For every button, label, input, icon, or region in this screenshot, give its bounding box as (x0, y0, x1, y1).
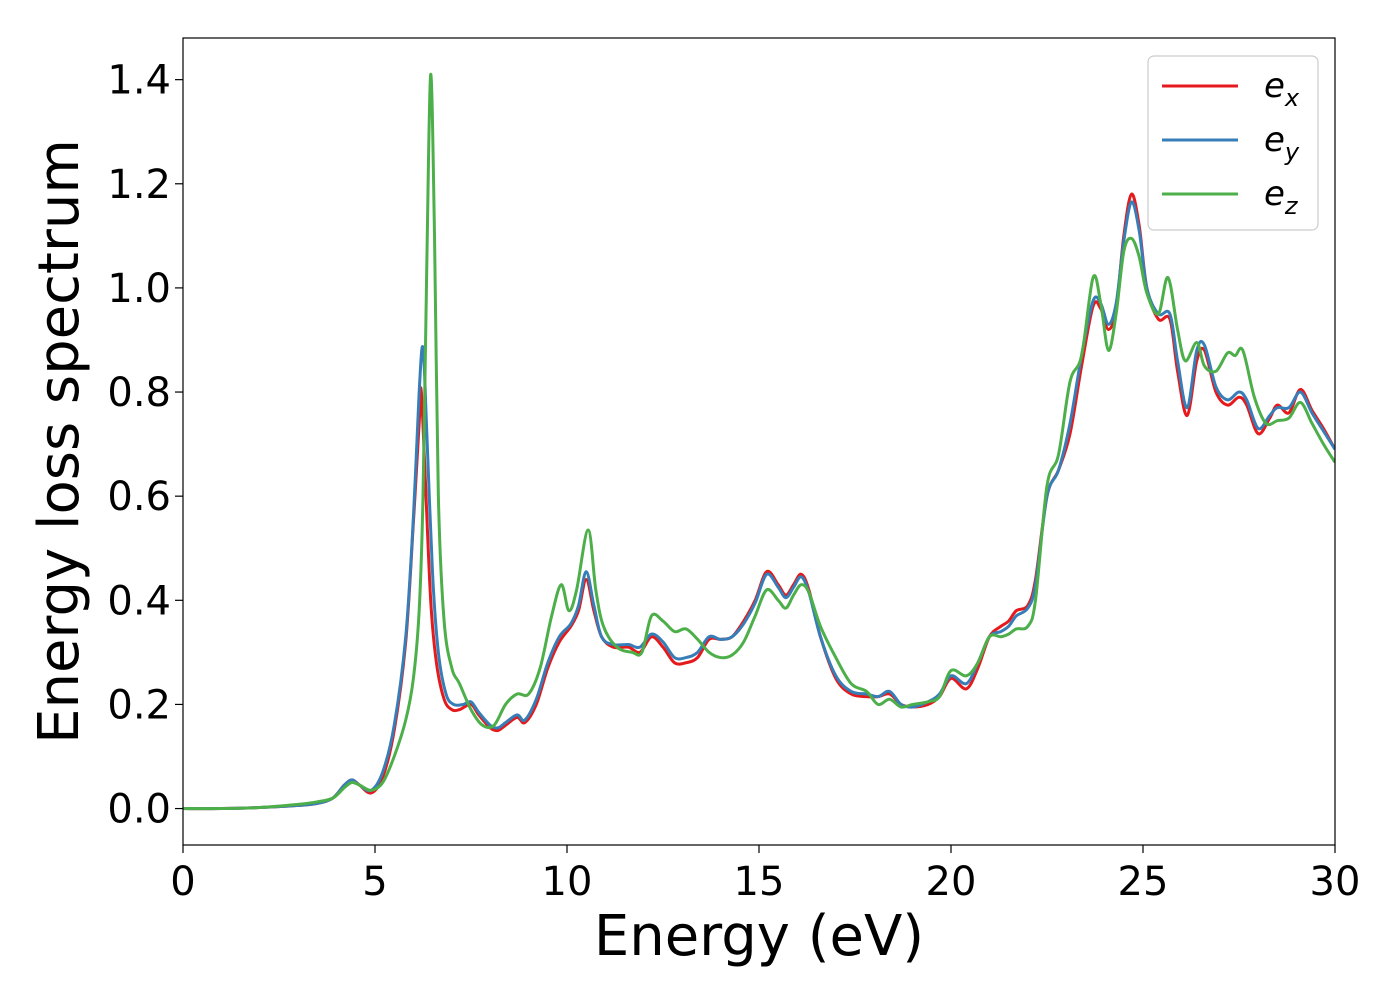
y-axis-title: Energy loss spectrum (27, 139, 92, 744)
y-tick-label: 1.2 (107, 162, 171, 208)
y-axis-ticks: 0.0 0.2 0.4 0.6 0.8 1.0 1.2 1.4 (107, 58, 183, 833)
y-tick-label: 1.0 (107, 266, 171, 312)
legend-label-z: ez (1264, 174, 1299, 220)
x-tick-label: 0 (170, 859, 195, 905)
y-tick-label: 0.8 (107, 370, 171, 416)
x-tick-label: 10 (542, 859, 593, 905)
legend-label-y: ey (1264, 120, 1300, 166)
y-tick-label: 0.4 (107, 578, 171, 624)
legend-box (1147, 55, 1319, 231)
x-tick-label: 30 (1310, 859, 1361, 905)
x-tick-label: 20 (926, 859, 977, 905)
x-tick-label: 5 (362, 859, 387, 905)
legend-label-x: ex (1264, 66, 1300, 112)
x-tick-label: 25 (1118, 859, 1169, 905)
y-tick-label: 1.4 (107, 58, 171, 104)
y-tick-label: 0.0 (107, 787, 171, 833)
y-tick-label: 0.6 (107, 474, 171, 520)
x-axis-title: Energy (eV) (594, 904, 924, 969)
y-tick-label: 0.2 (107, 682, 171, 728)
plot-series (183, 72, 1335, 811)
x-axis-ticks: 0 5 10 15 20 25 30 (170, 845, 1360, 905)
x-tick-label: 15 (734, 859, 785, 905)
series-line-z (183, 72, 1335, 811)
legend: ex ey ez (1147, 55, 1319, 231)
